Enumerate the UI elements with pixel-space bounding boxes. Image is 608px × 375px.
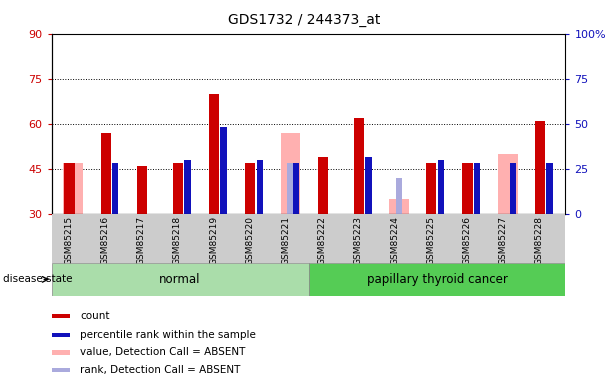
Bar xyxy=(221,127,227,214)
Text: GSM85217: GSM85217 xyxy=(137,216,146,266)
Text: GSM85228: GSM85228 xyxy=(534,216,544,265)
Text: GSM85221: GSM85221 xyxy=(282,216,291,265)
Bar xyxy=(257,160,263,214)
Bar xyxy=(396,178,402,214)
Bar xyxy=(63,163,83,214)
Bar xyxy=(112,163,119,214)
Bar xyxy=(389,199,409,214)
Bar xyxy=(426,163,437,214)
Bar xyxy=(52,350,70,354)
Text: GSM85219: GSM85219 xyxy=(209,216,218,266)
Bar xyxy=(184,160,191,214)
Bar xyxy=(245,163,255,214)
Text: GSM85225: GSM85225 xyxy=(426,216,435,265)
Text: GSM85218: GSM85218 xyxy=(173,216,182,266)
Text: GDS1732 / 244373_at: GDS1732 / 244373_at xyxy=(228,13,380,27)
Text: GSM85220: GSM85220 xyxy=(245,216,254,265)
Bar xyxy=(510,163,516,214)
Bar xyxy=(100,133,111,214)
Bar xyxy=(354,118,364,214)
Text: GSM85226: GSM85226 xyxy=(462,216,471,265)
Bar xyxy=(52,368,70,372)
Text: normal: normal xyxy=(159,273,201,286)
Text: GSM85216: GSM85216 xyxy=(100,216,109,266)
Bar xyxy=(52,333,70,338)
Text: GSM85222: GSM85222 xyxy=(317,216,326,265)
Bar xyxy=(293,163,299,214)
Text: count: count xyxy=(80,311,109,321)
Text: disease state: disease state xyxy=(3,274,72,284)
Bar xyxy=(52,314,70,318)
Bar xyxy=(137,166,147,214)
Text: GSM85224: GSM85224 xyxy=(390,216,399,265)
Bar xyxy=(173,163,183,214)
Bar xyxy=(64,163,75,214)
Bar xyxy=(438,160,444,214)
Text: percentile rank within the sample: percentile rank within the sample xyxy=(80,330,256,340)
Bar xyxy=(280,133,300,214)
Bar xyxy=(52,262,308,296)
Bar xyxy=(546,163,553,214)
Text: value, Detection Call = ABSENT: value, Detection Call = ABSENT xyxy=(80,348,245,357)
Bar xyxy=(308,262,565,296)
Bar xyxy=(463,163,472,214)
Bar xyxy=(474,163,480,214)
Text: GSM85215: GSM85215 xyxy=(64,216,74,266)
Bar xyxy=(209,94,219,214)
Bar xyxy=(497,154,517,214)
Bar xyxy=(365,157,371,214)
Text: GSM85223: GSM85223 xyxy=(354,216,363,265)
Bar xyxy=(317,157,328,214)
Bar xyxy=(535,121,545,214)
Text: GSM85227: GSM85227 xyxy=(499,216,508,265)
Text: rank, Detection Call = ABSENT: rank, Detection Call = ABSENT xyxy=(80,365,240,375)
Text: papillary thyroid cancer: papillary thyroid cancer xyxy=(367,273,508,286)
Bar xyxy=(287,163,294,214)
